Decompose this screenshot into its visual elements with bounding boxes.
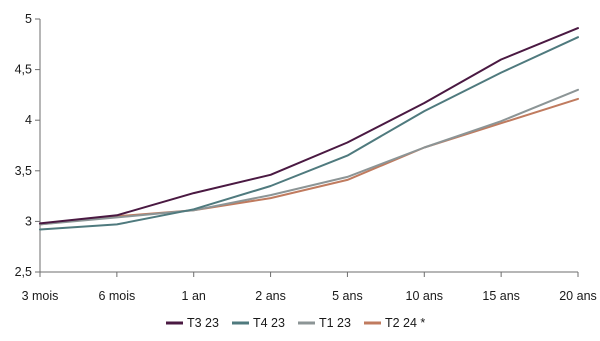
x-tick-label: 2 ans (255, 289, 286, 303)
legend: T3 23 T4 23 T1 23 T2 24 * (166, 316, 425, 330)
legend-label: T1 23 (319, 316, 351, 330)
series-line-t2-24 (39, 97, 579, 226)
x-tick-label: 3 mois (22, 289, 59, 303)
legend-label: T2 24 * (385, 316, 425, 330)
series-line-t4-23 (39, 36, 579, 231)
legend-label: T4 23 (253, 316, 285, 330)
legend-item: T2 24 * (364, 316, 425, 330)
y-tick-label: 5 (25, 12, 32, 26)
x-tick-label: 5 ans (332, 289, 363, 303)
legend-item: T1 23 (298, 316, 351, 330)
y-tick-label: 4,5 (15, 63, 32, 77)
series-line-t1-23 (39, 88, 579, 226)
chart-axes (39, 19, 578, 273)
y-axis-ticks: 2,5 3 3,5 4 4,5 5 (15, 12, 40, 279)
x-axis-ticks: 3 mois 6 mois 1 an 2 ans 5 ans 10 ans 15 ans 20… (22, 272, 597, 303)
legend-item: T4 23 (232, 316, 285, 330)
series-line-t3-23 (39, 27, 579, 225)
x-tick-label: 1 an (182, 289, 206, 303)
y-tick-label: 3,5 (15, 164, 32, 178)
x-tick-label: 10 ans (406, 289, 444, 303)
y-tick-label: 3 (25, 214, 32, 228)
x-tick-label: 6 mois (98, 289, 135, 303)
x-tick-label: 20 ans (559, 289, 597, 303)
legend-label: T3 23 (187, 316, 219, 330)
x-tick-label: 15 ans (482, 289, 520, 303)
y-tick-label: 4 (25, 113, 32, 127)
y-tick-label: 2,5 (15, 265, 32, 279)
series-lines (39, 27, 579, 231)
legend-item: T3 23 (166, 316, 219, 330)
